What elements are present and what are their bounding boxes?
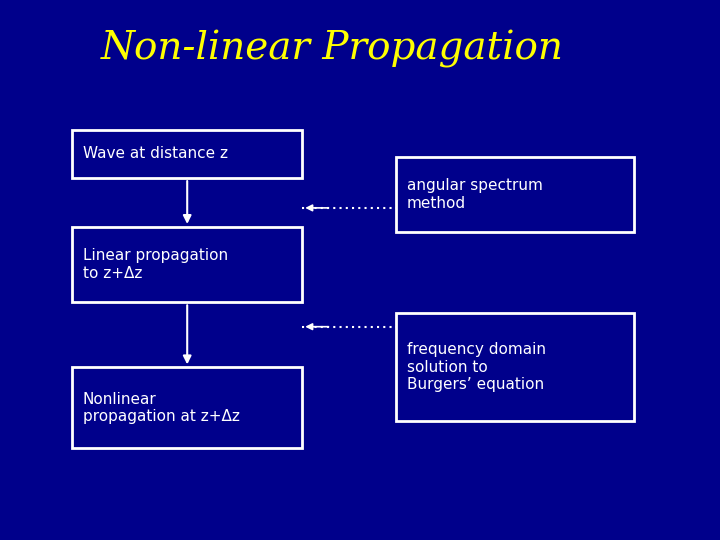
Text: frequency domain
solution to
Burgers’ equation: frequency domain solution to Burgers’ eq… — [407, 342, 546, 392]
Text: Non-linear Propagation: Non-linear Propagation — [101, 30, 564, 68]
Text: Nonlinear
propagation at z+Δz: Nonlinear propagation at z+Δz — [83, 392, 240, 424]
FancyBboxPatch shape — [396, 157, 634, 232]
Text: angular spectrum
method: angular spectrum method — [407, 178, 543, 211]
FancyBboxPatch shape — [72, 367, 302, 448]
FancyBboxPatch shape — [72, 227, 302, 302]
Text: Linear propagation
to z+Δz: Linear propagation to z+Δz — [83, 248, 228, 281]
Text: Wave at distance z: Wave at distance z — [83, 146, 228, 161]
FancyBboxPatch shape — [72, 130, 302, 178]
FancyBboxPatch shape — [396, 313, 634, 421]
